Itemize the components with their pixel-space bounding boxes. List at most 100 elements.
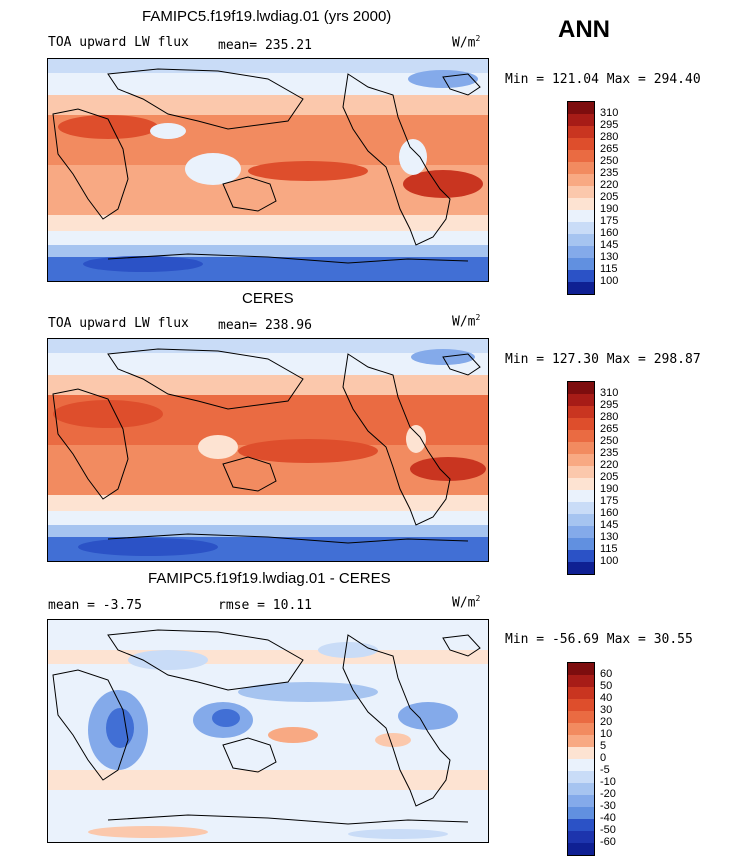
minmax-diff: Min = -56.69 Max = 30.55 [505, 632, 693, 647]
colorbar-swatch [568, 711, 594, 723]
colorbar-swatch [568, 502, 594, 514]
colorbar-tick-label: 295 [600, 399, 619, 411]
colorbar-swatch [568, 246, 594, 258]
colorbar-tick-label: 220 [600, 459, 619, 471]
colorbar-tick-label: 250 [600, 155, 619, 167]
colorbar-swatch [568, 114, 594, 126]
colorbar-tick-label: 130 [600, 531, 619, 543]
panel-stat-diff: rmse = 10.11 [218, 598, 312, 613]
units-label-obs: W/m2 [452, 313, 481, 330]
colorbar-swatch [568, 663, 594, 675]
colorbar-swatch [568, 723, 594, 735]
colorbar-swatch [568, 138, 594, 150]
colorbar-tick-label: 190 [600, 203, 619, 215]
colorbar-tick-label: -40 [600, 812, 616, 824]
colorbar-tick-label: 40 [600, 692, 613, 704]
colorbar-swatch [568, 270, 594, 282]
colorbar-tick-label: 145 [600, 239, 619, 251]
colorbar-tick-label: 280 [600, 131, 619, 143]
colorbar-diff [567, 662, 595, 856]
colorbar-labels-obs: 310 295 280 265 250 235 220 205 190 175 160 145 130 1… [600, 387, 618, 567]
colorbar-swatch [568, 406, 594, 418]
colorbar-swatch [568, 843, 594, 855]
colorbar-swatch [568, 186, 594, 198]
colorbar-swatch [568, 538, 594, 550]
colorbar-tick-label: 145 [600, 519, 619, 531]
minmax-obs: Min = 127.30 Max = 298.87 [505, 352, 701, 367]
map-diff [47, 619, 489, 843]
colorbar-tick-label: -60 [600, 836, 616, 848]
colorbar-tick-label: -10 [600, 776, 616, 788]
colorbar-swatch [568, 514, 594, 526]
colorbar-tick-label: 10 [600, 728, 613, 740]
colorbar-swatch [568, 466, 594, 478]
colorbar-tick-label: 235 [600, 167, 619, 179]
colorbar-tick-label: 50 [600, 680, 613, 692]
colorbar-swatch [568, 222, 594, 234]
colorbar-tick-label: -20 [600, 788, 616, 800]
colorbar-swatch [568, 150, 594, 162]
colorbar-tick-label: -5 [600, 764, 610, 776]
colorbar-swatch [568, 454, 594, 466]
colorbar-tick-label: 295 [600, 119, 619, 131]
colorbar-swatch [568, 442, 594, 454]
panel-title-diff: FAMIPC5.f19f19.lwdiag.01 - CERES [148, 570, 391, 587]
colorbar-tick-label: 310 [600, 387, 619, 399]
colorbar-swatch [568, 795, 594, 807]
colorbar-swatch [568, 819, 594, 831]
colorbar-swatch [568, 831, 594, 843]
colorbar-swatch [568, 394, 594, 406]
colorbar-model [567, 101, 595, 295]
colorbar-swatch [568, 699, 594, 711]
colorbar-tick-label: 205 [600, 191, 619, 203]
colorbar-tick-label: 30 [600, 704, 613, 716]
panel-left-label-obs: TOA upward LW flux [48, 316, 189, 331]
colorbar-swatch [568, 430, 594, 442]
colorbar-tick-label: 5 [600, 740, 607, 752]
colorbar-tick-label: 115 [600, 543, 618, 555]
colorbar-swatch [568, 478, 594, 490]
colorbar-tick-label: 310 [600, 107, 619, 119]
colorbar-swatch [568, 102, 594, 114]
colorbar-tick-label: 265 [600, 143, 619, 155]
colorbar-swatch [568, 759, 594, 771]
colorbar-tick-label: 190 [600, 483, 619, 495]
units-label-model: W/m2 [452, 34, 481, 51]
colorbar-swatch [568, 210, 594, 222]
colorbar-tick-label: 265 [600, 423, 619, 435]
colorbar-tick-label: 130 [600, 251, 619, 263]
colorbar-tick-label: 280 [600, 411, 619, 423]
panel-left-label-model: TOA upward LW flux [48, 35, 189, 50]
colorbar-swatch [568, 198, 594, 210]
colorbar-labels-diff: 60 50 40 30 20 10 5 0 -5 -10 -20 -30 -40 -50 -60 [600, 668, 616, 848]
colorbar-tick-label: 60 [600, 668, 613, 680]
colorbar-swatch [568, 282, 594, 294]
colorbar-swatch [568, 174, 594, 186]
panel-stat-model: mean= 235.21 [218, 38, 312, 53]
colorbar-swatch [568, 807, 594, 819]
colorbar-tick-label: -30 [600, 800, 616, 812]
colorbar-swatch [568, 162, 594, 174]
colorbar-tick-label: 205 [600, 471, 619, 483]
colorbar-tick-label: 250 [600, 435, 619, 447]
colorbar-tick-label: 235 [600, 447, 619, 459]
colorbar-swatch [568, 562, 594, 574]
colorbar-obs [567, 381, 595, 575]
colorbar-swatch [568, 783, 594, 795]
panel-stat-obs: mean= 238.96 [218, 318, 312, 333]
colorbar-labels-model: 310 295 280 265 250 235 220 205 190 175 160 145 130 1… [600, 107, 618, 287]
colorbar-swatch [568, 526, 594, 538]
panel-left-label-diff: mean = -3.75 [48, 598, 142, 613]
colorbar-swatch [568, 126, 594, 138]
minmax-model: Min = 121.04 Max = 294.40 [505, 72, 701, 87]
colorbar-swatch [568, 735, 594, 747]
colorbar-tick-label: 100 [600, 275, 619, 287]
colorbar-tick-label: 0 [600, 752, 607, 764]
colorbar-tick-label: 160 [600, 507, 619, 519]
units-label-diff: W/m2 [452, 594, 481, 611]
panel-title-obs: CERES [242, 290, 294, 307]
colorbar-tick-label: 220 [600, 179, 619, 191]
colorbar-tick-label: 160 [600, 227, 619, 239]
colorbar-tick-label: -50 [600, 824, 616, 836]
colorbar-swatch [568, 234, 594, 246]
